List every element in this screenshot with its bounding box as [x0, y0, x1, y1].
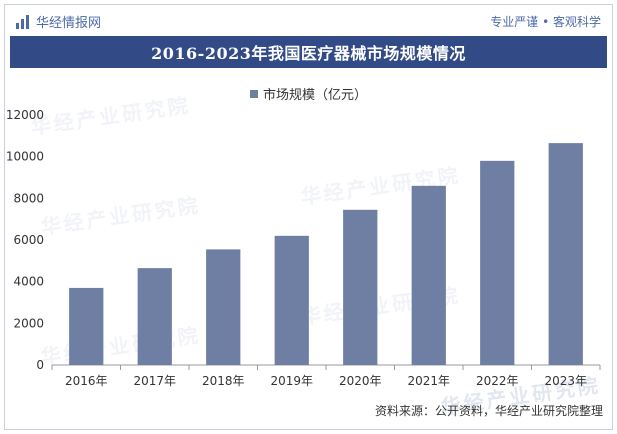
bar-2016年 [69, 287, 104, 365]
bar-2023年 [548, 143, 583, 365]
x-tick-label: 2017年 [133, 374, 176, 388]
source-note: 资料来源：公开资料，华经产业研究院整理 [374, 404, 603, 418]
x-tick-label: 2021年 [407, 374, 450, 388]
chart-title: 2016-2023年我国医疗器械市场规模情况 [151, 44, 466, 63]
y-tick-label: 10000 [6, 150, 44, 164]
legend: 市场规模（亿元） [0, 84, 617, 103]
bar-chart-icon [16, 14, 30, 29]
x-tick-label: 2020年 [339, 374, 382, 388]
x-tick-label: 2019年 [270, 374, 313, 388]
bar-2021年 [411, 185, 446, 365]
y-tick-label: 6000 [13, 233, 44, 247]
x-tick-label: 2016年 [65, 374, 108, 388]
bar-2022年 [480, 160, 515, 365]
chart-frame [4, 4, 613, 430]
legend-label: 市场规模（亿元） [262, 88, 367, 103]
y-tick-label: 12000 [6, 108, 44, 122]
brand-name: 华经情报网 [36, 16, 102, 31]
y-tick-label: 0 [36, 358, 44, 372]
y-tick-label: 8000 [13, 191, 44, 205]
slogan: 专业严谨 • 客观科学 [490, 15, 601, 29]
legend-swatch [249, 89, 258, 98]
bar-2020年 [343, 209, 378, 365]
bar-2017年 [137, 268, 172, 365]
brand: 华经情报网 [16, 12, 101, 31]
top-bar: 华经情报网 专业严谨 • 客观科学 [10, 8, 607, 34]
x-tick-label: 2023年 [544, 374, 587, 388]
x-tick-label: 2018年 [202, 374, 245, 388]
title-bar: 2016-2023年我国医疗器械市场规模情况 [10, 36, 607, 68]
bar-2019年 [274, 235, 309, 365]
y-tick-label: 4000 [13, 275, 44, 289]
bar-2018年 [206, 249, 241, 365]
y-tick-label: 2000 [13, 316, 44, 330]
x-tick-label: 2022年 [476, 374, 519, 388]
